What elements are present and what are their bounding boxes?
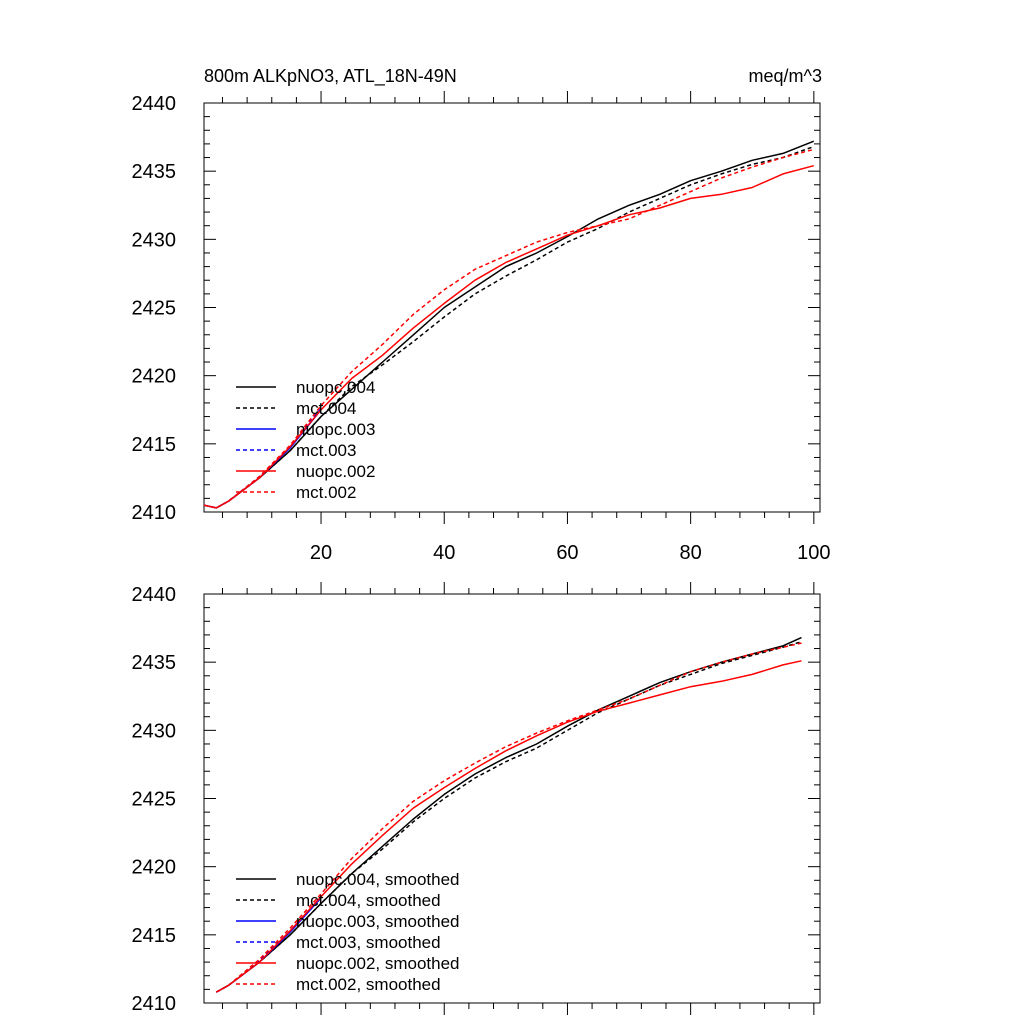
series-line [203,145,815,509]
legend-label: nuopc.002 [296,462,375,481]
y-tick-label: 2430 [132,229,177,251]
y-tick-label: 2420 [132,366,177,388]
series-line [215,640,802,993]
x-tick-label: 60 [556,542,578,564]
y-tick-label: 2420 [132,857,177,879]
top-panel: 2410 2415 2420 2425 2430 2435 2440 20 40 60 80 100 n… [132,91,831,564]
y-tick-label: 2415 [132,925,177,947]
x-tick-label: 100 [797,542,830,564]
y-tick-label: 2435 [132,652,177,674]
bottom-panel: 2410 2415 2420 2425 2430 2435 2440 nuopc.004, s… [132,582,821,1015]
chart-title: 800m ALKpNO3, ATL_18N-49N [204,66,457,87]
y-tick-label: 2440 [132,584,177,606]
series-line [203,164,814,509]
y-tick-label: 2440 [132,93,177,115]
legend-label: nuopc.002, smoothed [296,954,460,973]
legend-label: nuopc.003, smoothed [296,912,460,931]
legend-label: mct.003, smoothed [296,933,441,952]
y-tick-label: 2410 [132,993,177,1015]
y-tick-label: 2435 [132,161,177,183]
series-line [215,642,802,993]
y-tick-label: 2430 [132,720,177,742]
y-tick-label: 2410 [132,502,177,524]
x-tick-label: 20 [310,542,332,564]
legend-label: nuopc.004, smoothed [296,870,460,889]
units-label: meq/m^3 [749,66,822,86]
legend-label: mct.004 [296,399,356,418]
legend-label: mct.003 [296,441,356,460]
legend-label: mct.002, smoothed [296,975,441,994]
series-line [215,660,802,993]
legend-label: mct.004, smoothed [296,891,441,910]
y-tick-label: 2415 [132,434,177,456]
legend-label: nuopc.003 [296,420,375,439]
x-tick-label: 80 [680,542,702,564]
x-tick-label: 40 [433,542,455,564]
legend-label: nuopc.004 [296,378,375,397]
y-tick-label: 2425 [132,298,177,320]
legend-label: mct.002 [296,483,356,502]
series-line [203,148,814,509]
y-tick-label: 2425 [132,789,177,811]
